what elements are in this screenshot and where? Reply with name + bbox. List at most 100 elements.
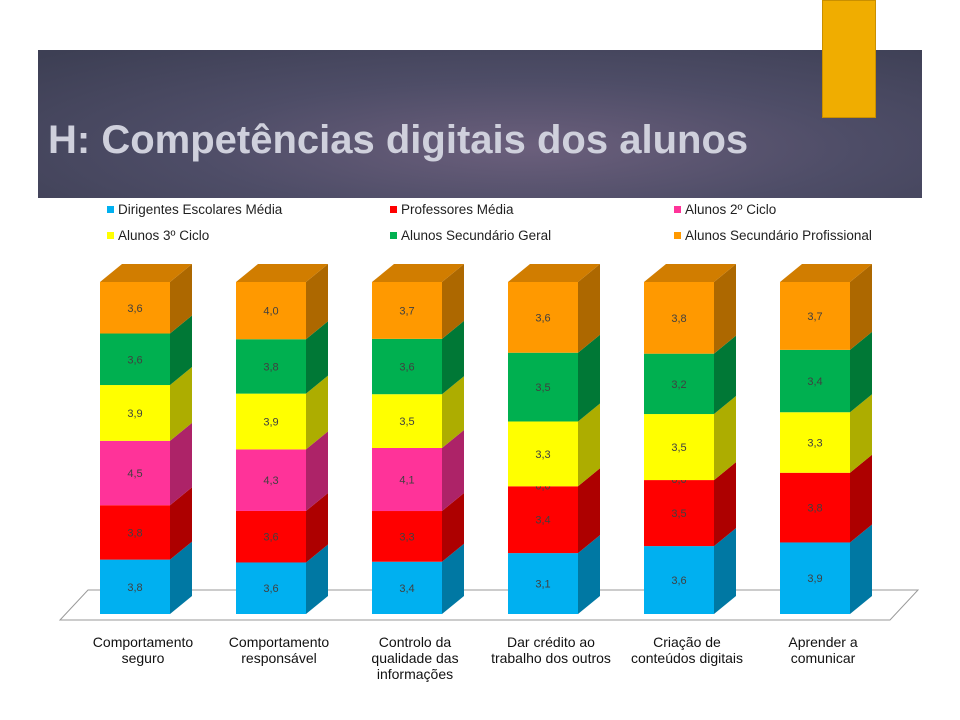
- bar-segment: [372, 338, 442, 395]
- bar-segment-side: [170, 315, 192, 386]
- bar-top-face: [372, 264, 464, 282]
- bar-segment: [236, 282, 306, 340]
- bar-segment-side: [442, 264, 464, 339]
- bar-segment-side: [170, 422, 192, 506]
- bar-segment: [236, 562, 306, 614]
- bar-segment: [508, 421, 578, 487]
- bar-segment: [100, 333, 170, 386]
- bar-segment-side: [170, 541, 192, 614]
- bar-segment: [372, 282, 442, 339]
- bar-segment-side: [714, 396, 736, 481]
- bar-segment: [780, 412, 850, 473]
- bar-segment-side: [170, 264, 192, 334]
- data-label: 3,8: [127, 582, 142, 594]
- bar-top-face: [236, 264, 328, 282]
- category-label: Comportamento seguro: [92, 634, 194, 666]
- data-label: 3,6: [127, 303, 142, 315]
- data-label: 3,6: [399, 362, 414, 374]
- title-banner: [38, 50, 922, 198]
- bar-segment: [644, 353, 714, 415]
- bar-segment-side: [714, 335, 736, 415]
- bar-segment-side: [306, 375, 328, 450]
- bar-segment: [644, 282, 714, 354]
- data-label: 3,3: [807, 437, 822, 449]
- category-label: Dar crédito ao trabalho dos outros: [491, 634, 611, 666]
- bar-segment: [644, 480, 714, 547]
- bar-segment: [508, 282, 578, 353]
- bar-top-face: [508, 264, 600, 282]
- bar-segment-side: [578, 334, 600, 422]
- bar-top-face: [644, 264, 736, 282]
- bar-segment: [644, 414, 714, 481]
- data-label: 3,3: [535, 449, 550, 461]
- data-label: 3,5: [671, 442, 686, 454]
- data-label: 3,6: [263, 532, 278, 544]
- bar-segment: [372, 511, 442, 562]
- bar-segment: [372, 394, 442, 448]
- bar-segment: [236, 339, 306, 394]
- data-label: 3,7: [399, 305, 414, 317]
- bar-segment: [100, 505, 170, 560]
- bar-segment-side: [578, 468, 600, 554]
- bar-segment-side: [850, 394, 872, 473]
- bar-segment: [780, 282, 850, 350]
- data-label: 3,6: [127, 354, 142, 366]
- bar-segment: [372, 561, 442, 614]
- bar-segment-side: [578, 264, 600, 353]
- data-label: 4,1: [399, 475, 414, 487]
- bar-segment-side: [714, 462, 736, 547]
- bar-segment-side: [306, 431, 328, 511]
- bar-segment: [508, 486, 578, 554]
- category-label: Criação de conteúdos digitais: [630, 634, 744, 666]
- bar-segment-side: [442, 320, 464, 395]
- accent-tab: [822, 0, 876, 118]
- data-label: 3,5: [399, 416, 414, 428]
- bar-segment: [236, 449, 306, 511]
- data-label: 4,5: [127, 468, 142, 480]
- bar-segment-side: [714, 528, 736, 614]
- data-label: 4,3: [263, 475, 278, 487]
- bar-segment: [780, 472, 850, 543]
- bar-segment-side: [170, 487, 192, 560]
- bar-segment-side: [442, 376, 464, 448]
- bar-segment: [644, 546, 714, 614]
- data-label: 3,7: [807, 311, 822, 323]
- data-label: 3,6: [671, 575, 686, 587]
- bar-segment: [236, 393, 306, 450]
- bar-segment-side: [442, 430, 464, 512]
- data-label: 3,9: [807, 573, 822, 585]
- data-label: 4,0: [263, 306, 278, 318]
- bar-top-face: [780, 264, 872, 282]
- bar-segment-side: [578, 403, 600, 487]
- bar-segment-side: [306, 321, 328, 394]
- data-label: 3,6: [263, 583, 278, 595]
- slide-title: H: Competências digitais dos alunos: [48, 118, 749, 162]
- category-label: Controlo da qualidade das informações: [371, 634, 459, 682]
- bar-segment: [236, 510, 306, 563]
- bar-segment: [100, 440, 170, 506]
- data-label: 3,3: [399, 531, 414, 543]
- data-label: 3,9: [263, 417, 278, 429]
- data-label: 3,6: [535, 312, 550, 324]
- bar-top-face: [100, 264, 192, 282]
- category-label: Aprender a comunicar: [788, 634, 858, 666]
- bar-segment: [780, 349, 850, 413]
- bar-segment-side: [442, 493, 464, 562]
- data-label: 3,8: [127, 527, 142, 539]
- bar-segment-side: [578, 535, 600, 614]
- data-label: 3,8: [671, 313, 686, 325]
- category-label: Comportamento responsável: [228, 634, 330, 666]
- bar-segment-side: [306, 544, 328, 614]
- bar-segment-side: [306, 492, 328, 563]
- data-label: 3,8: [263, 361, 278, 373]
- data-label: 3,5: [535, 382, 550, 394]
- bar-segment: [508, 352, 578, 422]
- data-label: 3,5: [671, 508, 686, 520]
- bar-segment-side: [850, 264, 872, 350]
- data-label: 3,4: [807, 376, 822, 388]
- bar-segment: [100, 559, 170, 614]
- data-label: 3,9: [127, 408, 142, 420]
- data-label: 3,2: [671, 379, 686, 391]
- data-label: 3,1: [535, 579, 550, 591]
